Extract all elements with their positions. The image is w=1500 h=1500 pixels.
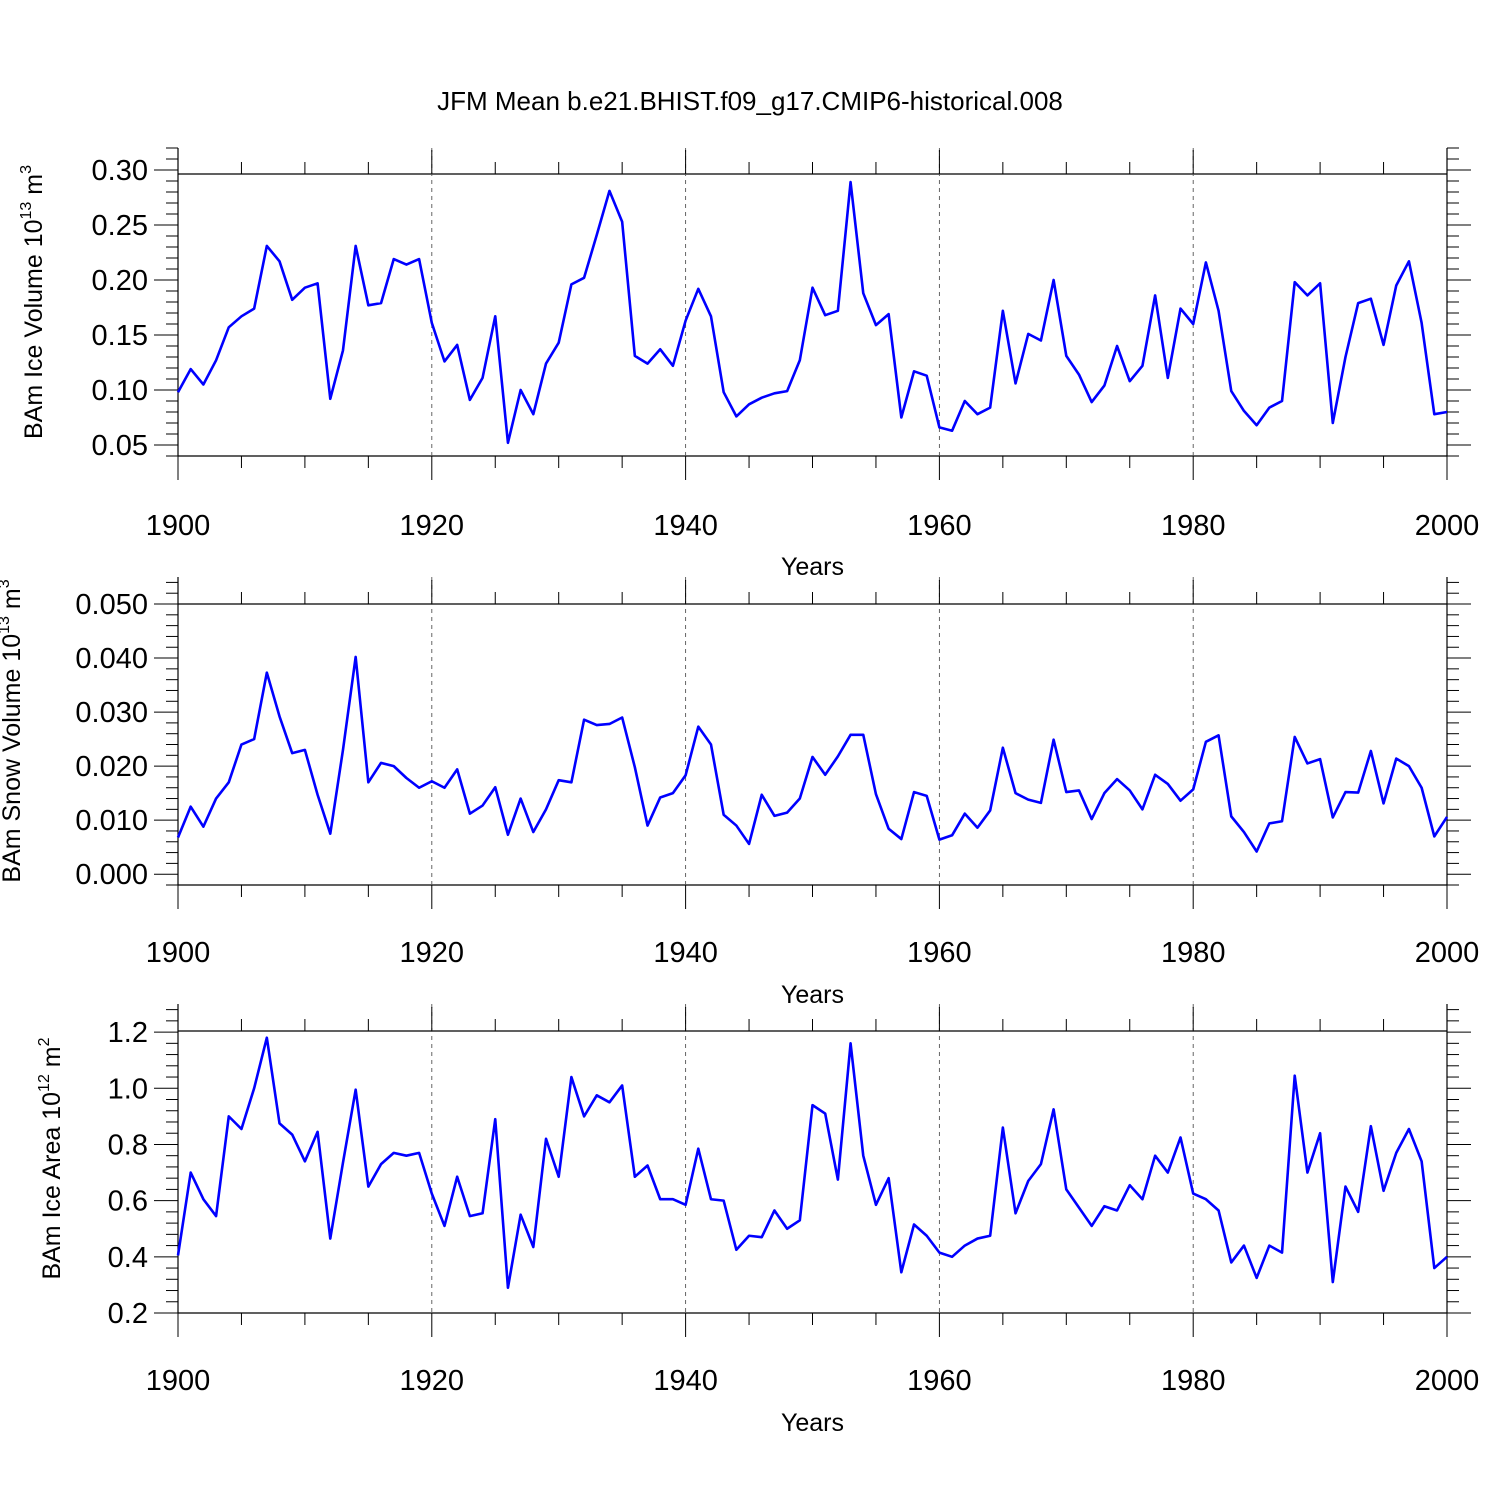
x-tick-label: 1960: [907, 937, 972, 969]
y-tick-label: 0.05: [92, 430, 148, 462]
x-tick-label: 1920: [400, 1365, 465, 1397]
x-tick-label: 1920: [400, 510, 465, 542]
x-tick-label: 1940: [653, 1365, 718, 1397]
y-axis-label: BAm Snow Volume 1013 m3: [0, 579, 26, 882]
series-line: [176, 655, 1449, 853]
y-tick-label: 1.2: [108, 1017, 148, 1049]
x-tick-label: 1980: [1161, 1365, 1226, 1397]
x-tick-label: 1920: [400, 937, 465, 969]
y-tick-label: 0.030: [75, 697, 148, 729]
x-axis-label: Years: [781, 981, 844, 1009]
series-line: [176, 1036, 1448, 1290]
y-axis-label: BAm Ice Volume 1013 m3: [18, 165, 48, 439]
x-axis-label: Years: [781, 1409, 844, 1437]
y-tick-label: 0.6: [108, 1186, 148, 1218]
y-tick-label: 0.4: [108, 1242, 148, 1274]
figure-title: JFM Mean b.e21.BHIST.f09_g17.CMIP6-histo…: [437, 86, 1063, 116]
y-tick-label: 0.2: [108, 1298, 148, 1330]
panel-3: 0.2 0.4 0.6 0.8 1.0 1.2 1900 1920 1940 1960 1980 20…: [36, 1004, 1479, 1437]
x-tick-label: 1900: [146, 937, 211, 969]
series-line: [176, 180, 1448, 445]
x-tick-label: 1940: [653, 510, 718, 542]
y-axis-label: BAm Ice Area 1012 m2: [36, 1037, 66, 1279]
x-tick-label: 1960: [907, 1365, 972, 1397]
y-tick-label: 0.10: [92, 375, 148, 407]
y-tick-label: 0.15: [92, 320, 148, 352]
y-tick-label: 0.25: [92, 210, 148, 242]
y-tick-label: 0.000: [75, 859, 148, 891]
panel-1: 0.05 0.10 0.15 0.20 0.25 0.30 1900 1920 1940 1960…: [18, 147, 1480, 581]
y-tick-label: 0.30: [92, 155, 148, 187]
y-tick-label: 0.20: [92, 265, 148, 297]
y-tick-label: 0.020: [75, 751, 148, 783]
x-tick-label: 1980: [1161, 510, 1226, 542]
y-tick-label: 0.040: [75, 643, 148, 675]
x-tick-label: 2000: [1415, 1365, 1480, 1397]
x-tick-label: 1960: [907, 510, 972, 542]
x-tick-label: 1980: [1161, 937, 1226, 969]
y-tick-label: 0.050: [75, 589, 148, 621]
x-tick-label: 2000: [1415, 937, 1480, 969]
y-tick-label: 1.0: [108, 1073, 148, 1105]
x-tick-label: 1940: [653, 937, 718, 969]
y-tick-label: 0.010: [75, 805, 148, 837]
x-tick-label: 1900: [146, 1365, 211, 1397]
y-tick-label: 0.8: [108, 1129, 148, 1161]
x-tick-label: 2000: [1415, 510, 1480, 542]
x-axis-label: Years: [781, 553, 844, 581]
x-tick-label: 1900: [146, 510, 211, 542]
panel-2: 0.000 0.010 0.020 0.030 0.040 0.050 1900 1920 19…: [0, 577, 1479, 1009]
